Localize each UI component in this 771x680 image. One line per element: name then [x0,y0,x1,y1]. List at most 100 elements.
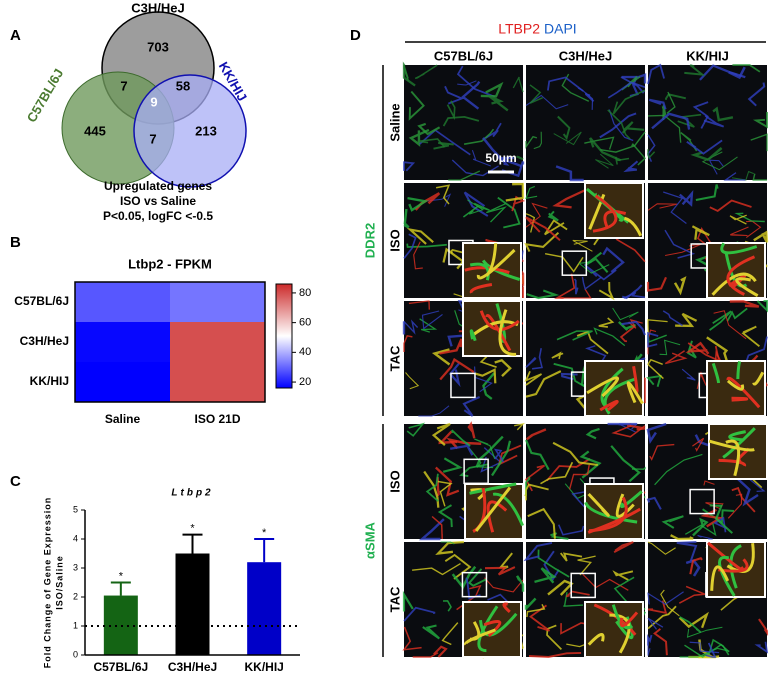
fiber [705,642,717,658]
fiber [703,480,715,486]
fiber [603,210,627,230]
fiber [484,577,524,593]
fiber [647,331,659,348]
heatmap-cell [75,362,170,402]
fiber [676,540,698,562]
fiber [525,135,538,150]
fiber [537,549,570,578]
fiber [403,319,419,335]
heatmap-cell [75,282,170,322]
fiber [551,351,564,360]
inset-box [450,372,476,399]
group-label: αSMA [362,521,377,558]
fiber [408,300,430,310]
fiber [576,330,609,355]
fiber [689,556,703,575]
fiber [752,112,768,129]
fiber [469,329,477,342]
fiber [623,160,639,173]
fiber [664,350,688,365]
fiber [456,65,495,98]
fiber [718,558,749,573]
fiber [687,342,721,363]
heatmap-cell [75,322,170,362]
fiber [529,604,551,632]
fiber [474,368,497,384]
fiber [662,310,683,327]
fiber [689,641,720,654]
scale-bar-label: 50μm [485,151,516,165]
colorbar-tick-label: 60 [299,317,311,329]
fiber [403,233,417,259]
inset-box [461,571,488,598]
fiber [529,84,543,104]
fiber [528,651,582,658]
fiber [646,422,667,445]
fiber [431,422,451,446]
fiber [468,447,494,469]
venn-circle [133,74,247,188]
fiber [589,137,622,162]
fiber [568,464,590,490]
fiber [653,628,668,656]
x-tick-label: C57BL/6J [93,660,148,674]
fiber [422,624,441,640]
fiber [731,486,756,513]
fiber [533,131,542,150]
fiber [464,628,496,646]
fiber [691,225,710,240]
fiber [611,424,646,438]
fiber [526,289,560,300]
stain-label: DAPI [544,21,577,37]
bar [175,553,210,655]
venn-count: 7 [149,131,156,146]
group-label: DDR2 [362,223,377,258]
significance-mark: * [190,523,195,535]
fiber [524,231,560,253]
fiber [663,191,687,224]
fiber [612,307,639,321]
venn-count: 7 [120,78,127,93]
fiber [585,427,600,440]
fiber [711,272,757,296]
fiber [402,590,414,612]
fiber [439,338,463,355]
fiber [647,541,676,555]
fiber [433,645,448,658]
fiber [498,309,517,356]
fiber [563,592,584,607]
inset-box [570,572,596,599]
fiber [726,543,755,573]
fiber [692,437,705,452]
fiber [615,493,635,518]
fiber [525,428,547,441]
fiber [727,493,743,519]
inset-box [561,250,588,276]
fiber [402,626,422,651]
colorbar-tick-label: 20 [299,376,311,388]
column-label: C57BL/6J [434,48,493,63]
fiber [547,579,574,596]
row-label: TAC [387,345,402,371]
fiber [467,421,476,439]
fiber [540,461,574,485]
fiber [440,541,455,545]
fiber [687,340,697,359]
fiber [710,565,730,591]
fiber [736,361,742,380]
fiber [556,330,593,341]
fiber [684,64,706,76]
fiber [703,115,725,128]
fiber [726,379,745,391]
fiber [613,576,635,603]
fiber [525,185,538,200]
fiber [750,133,768,152]
fiber [647,633,653,646]
fiber [523,541,553,562]
bar [247,562,282,655]
fiber [595,153,614,169]
fiber [406,422,426,437]
fiber [407,196,429,212]
fiber [525,439,550,471]
fiber [726,307,748,322]
